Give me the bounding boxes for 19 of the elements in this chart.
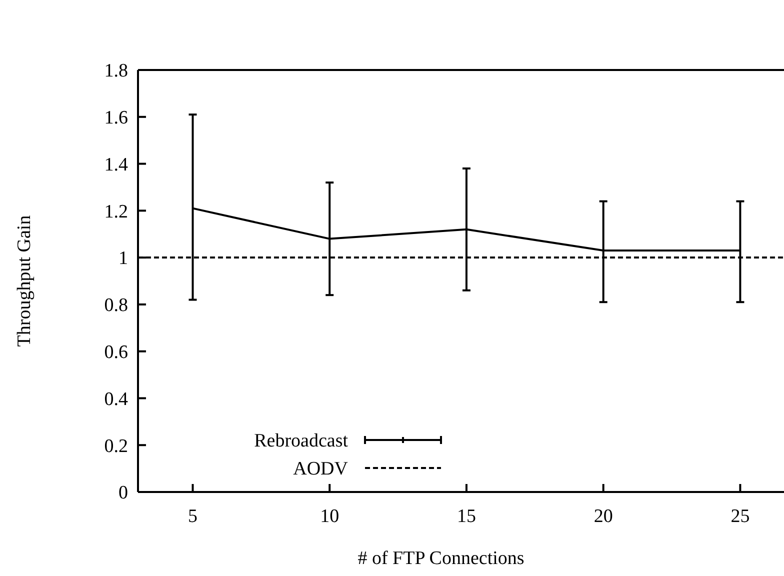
y-tick-label: 1.8 [104, 60, 128, 82]
x-tick-label: 10 [320, 506, 340, 527]
x-tick-label: 20 [594, 506, 613, 527]
x-tick-label: 25 [730, 506, 750, 527]
legend-label: Rebroadcast [254, 430, 349, 452]
legend-label: AODV [293, 458, 348, 480]
y-tick-label: 1.4 [104, 154, 128, 176]
y-tick-label: 0.2 [104, 436, 128, 457]
y-tick-label: 1.6 [104, 108, 128, 129]
y-tick-label: 0.8 [104, 295, 128, 316]
x-axis-title: # of FTP Connections [358, 548, 524, 569]
y-axis-title: Throughput Gain [14, 214, 35, 347]
y-tick-label: 0 [118, 482, 128, 504]
y-tick-label: 1 [118, 248, 128, 270]
x-tick-label: 15 [456, 506, 476, 527]
y-tick-label: 1.2 [104, 201, 128, 222]
y-tick-label: 0.4 [104, 388, 128, 410]
y-tick-label: 0.6 [104, 342, 128, 363]
x-tick-label: 5 [188, 506, 198, 527]
